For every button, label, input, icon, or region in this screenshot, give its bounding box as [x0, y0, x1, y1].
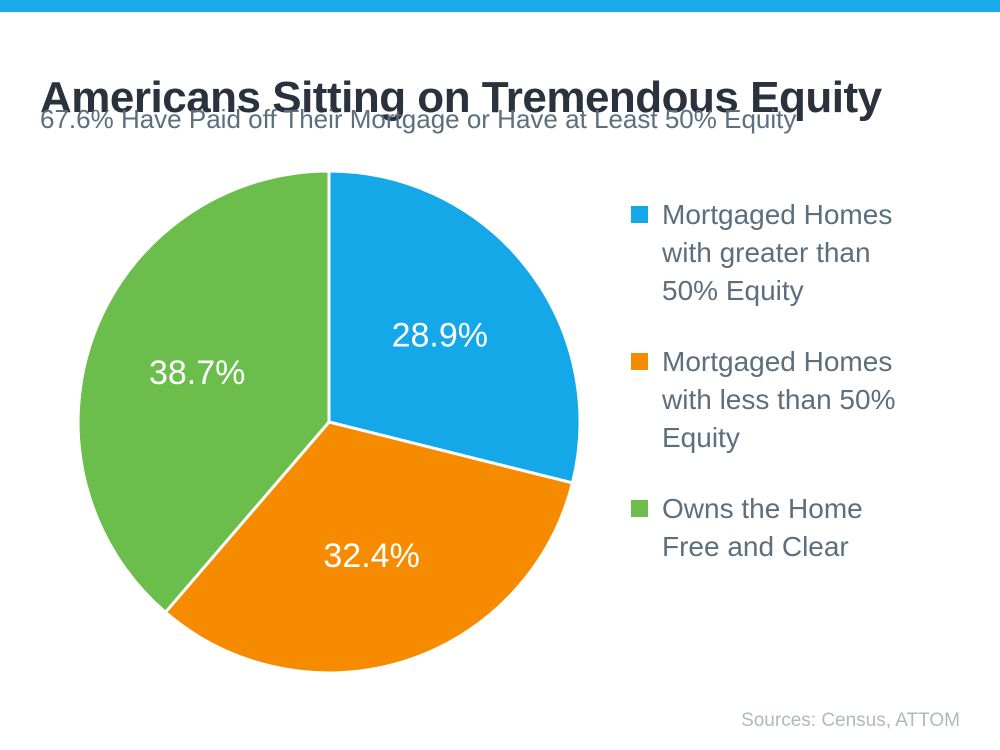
legend-item-greater-than-50: Mortgaged Homes with greater than 50% Eq… — [631, 196, 951, 310]
pie-slice-2 — [76, 169, 331, 614]
chart-title: Americans Sitting on Tremendous Equity — [40, 73, 882, 123]
legend-swatch-green-icon — [631, 500, 648, 517]
top-accent-bar — [0, 0, 1000, 12]
legend: Mortgaged Homes with greater than 50% Eq… — [631, 196, 951, 599]
pie-slice-label-1: 32.4% — [323, 537, 419, 575]
legend-swatch-blue-icon — [631, 206, 648, 223]
legend-swatch-orange-icon — [631, 353, 648, 370]
pie-slice-1 — [163, 420, 574, 675]
chart-subtitle: 67.6% Have Paid off Their Mortgage or Ha… — [40, 104, 797, 134]
pie-slice-label-2: 38.7% — [149, 354, 245, 392]
legend-label: Mortgaged Homes with less than 50% Equit… — [662, 346, 896, 453]
pie-slice-0 — [327, 169, 582, 485]
sources-note: Sources: Census, ATTOM — [741, 710, 960, 731]
pie-slice-label-0: 28.9% — [392, 317, 488, 355]
legend-label: Mortgaged Homes with greater than 50% Eq… — [662, 199, 893, 306]
legend-item-free-and-clear: Owns the Home Free and Clear — [631, 490, 951, 566]
legend-label: Owns the Home Free and Clear — [662, 493, 863, 562]
legend-item-less-than-50: Mortgaged Homes with less than 50% Equit… — [631, 343, 951, 457]
